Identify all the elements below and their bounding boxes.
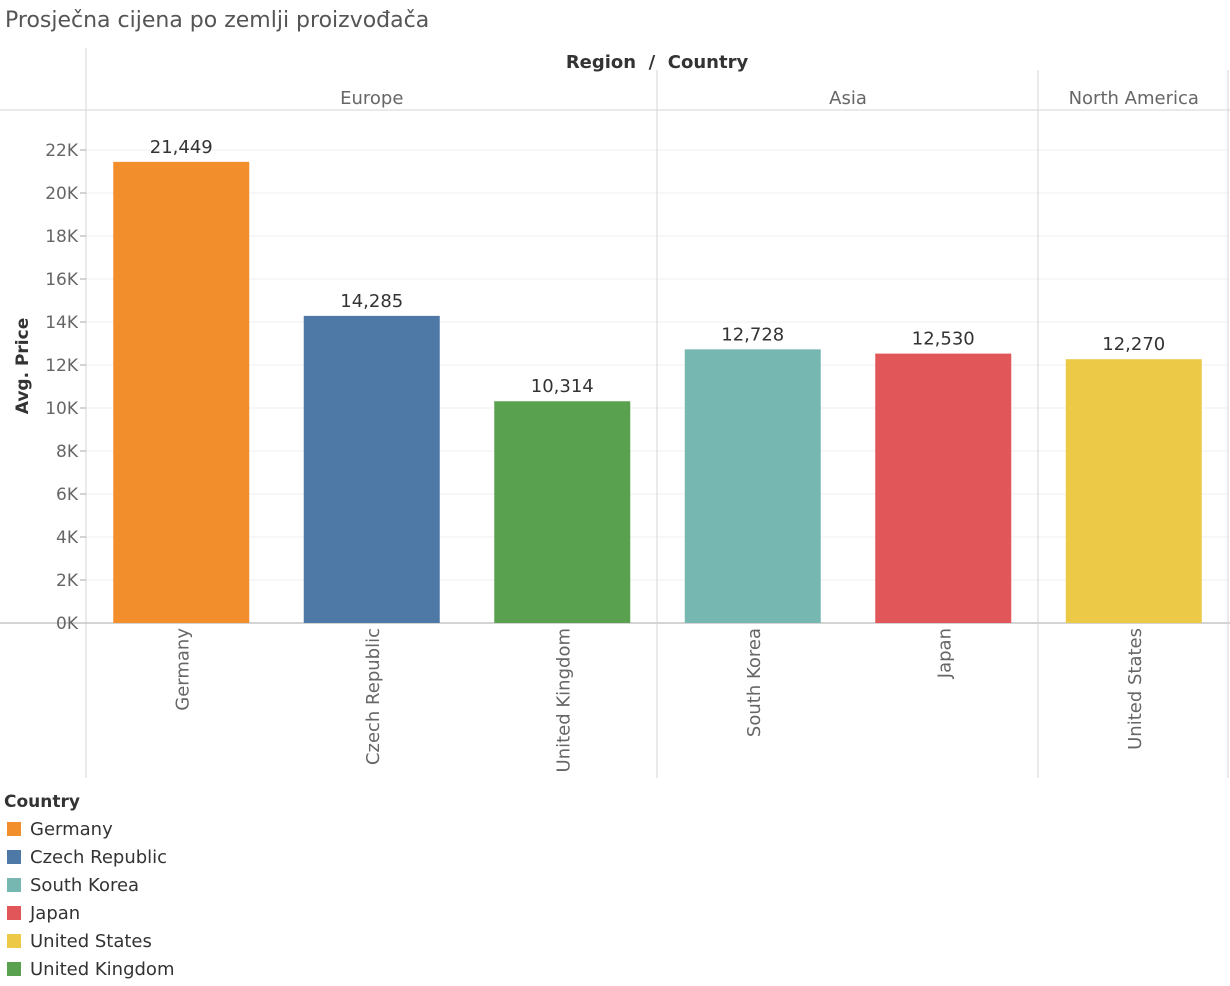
y-tick-label: 10K [45, 399, 79, 419]
y-tick-label: 22K [45, 141, 79, 161]
y-axis-label: Avg. Price [13, 318, 33, 414]
y-tick-label: 6K [56, 485, 79, 505]
bar [875, 353, 1012, 623]
legend-swatch [7, 878, 21, 892]
y-tick-label: 12K [45, 356, 79, 376]
legend-item[interactable]: Czech Republic [4, 843, 174, 871]
bars [113, 161, 1202, 623]
data-label: 10,314 [531, 376, 594, 397]
legend-title: Country [4, 792, 80, 812]
data-label: 14,285 [340, 291, 403, 312]
legend-label: Czech Republic [30, 846, 168, 868]
data-label: 12,530 [912, 329, 975, 350]
x-tick-label: Japan [934, 628, 955, 679]
x-tick-label: South Korea [744, 628, 765, 737]
legend-swatch [7, 822, 21, 836]
y-tick-label: 18K [45, 227, 79, 247]
y-tick-label: 20K [45, 184, 79, 204]
column-header: Region / Country [566, 52, 749, 73]
region-headers: Europe Asia North America [340, 88, 1199, 109]
legend: Country Germany Czech Republic South Korea… [4, 792, 174, 983]
legend-item[interactable]: United States [4, 927, 174, 955]
region-header: Europe [340, 88, 403, 109]
bar [494, 401, 631, 623]
region-header: North America [1069, 88, 1199, 109]
legend-swatch [7, 850, 21, 864]
legend-item[interactable]: Japan [4, 899, 174, 927]
data-label: 12,270 [1102, 334, 1165, 355]
bar [113, 161, 250, 623]
bar [1065, 359, 1202, 623]
legend-label: Germany [30, 818, 113, 840]
legend-label: Japan [30, 902, 81, 924]
bar-chart: Region / Country Avg. Price Europe Asia No… [0, 48, 1230, 778]
y-tick-label: 8K [56, 442, 79, 462]
x-tick-label: United Kingdom [553, 628, 574, 772]
legend-label: United Kingdom [30, 958, 175, 980]
data-label: 12,728 [721, 324, 784, 345]
y-axis-ticks: 0K 2K 4K 6K 8K 10K 12K 14K 16K 18K 20K 22K [45, 141, 86, 634]
data-labels: 21,449 14,285 10,314 12,728 12,530 12,270 [150, 137, 1165, 397]
region-header: Asia [829, 88, 867, 109]
x-tick-label: United States [1125, 628, 1146, 750]
bar [303, 315, 440, 623]
y-tick-label: 4K [56, 528, 79, 548]
x-tick-label: Czech Republic [363, 628, 384, 765]
y-tick-label: 2K [56, 571, 79, 591]
legend-swatch [7, 906, 21, 920]
y-tick-label: 0K [56, 614, 79, 634]
y-tick-label: 14K [45, 313, 79, 333]
legend-swatch [7, 962, 21, 976]
legend-swatch [7, 934, 21, 948]
bar [684, 349, 821, 623]
legend-item[interactable]: United Kingdom [4, 955, 174, 983]
data-label: 21,449 [150, 137, 213, 158]
legend-item[interactable]: South Korea [4, 871, 174, 899]
chart-title: Prosječna cijena po zemlji proizvođača [5, 8, 430, 33]
x-axis-ticks: Germany Czech Republic United Kingdom South… [172, 628, 1146, 773]
x-tick-label: Germany [172, 628, 193, 711]
legend-item[interactable]: Germany [4, 815, 174, 843]
legend-label: United States [30, 930, 152, 952]
y-tick-label: 16K [45, 270, 79, 290]
legend-label: South Korea [30, 874, 140, 896]
legend-items: Germany Czech Republic South Korea Japan Uni… [4, 815, 174, 983]
